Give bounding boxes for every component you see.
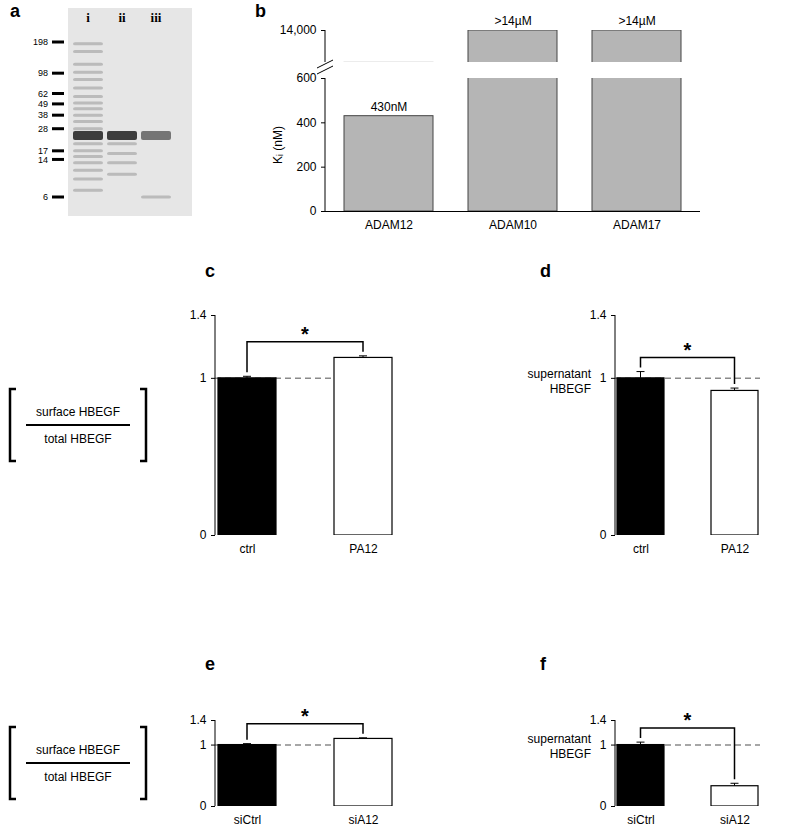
svg-text:siCtrl: siCtrl xyxy=(234,813,261,827)
svg-text:HBEGF: HBEGF xyxy=(550,382,591,396)
svg-text:ii: ii xyxy=(118,10,126,25)
svg-text:17: 17 xyxy=(38,146,48,156)
svg-text:PA12: PA12 xyxy=(349,542,378,556)
svg-text:1.4: 1.4 xyxy=(590,713,607,727)
svg-text:iii: iii xyxy=(151,10,162,25)
svg-text:6: 6 xyxy=(43,192,48,202)
svg-text:*: * xyxy=(684,709,692,731)
svg-text:i: i xyxy=(86,10,90,25)
svg-text:0: 0 xyxy=(200,528,207,542)
svg-text:siCtrl: siCtrl xyxy=(627,813,654,827)
html-text:b: b xyxy=(255,1,266,21)
html-text:a: a xyxy=(10,1,20,21)
svg-text:0: 0 xyxy=(310,204,317,218)
html-text:f: f xyxy=(540,654,546,674)
svg-text:ctrl: ctrl xyxy=(240,542,256,556)
svg-text:49: 49 xyxy=(38,99,48,109)
svg-text:surface HBEGF: surface HBEGF xyxy=(36,743,120,757)
svg-text:*: * xyxy=(301,705,309,727)
svg-text:>14µM: >14µM xyxy=(494,14,531,28)
svg-text:Kᵢ (nM): Kᵢ (nM) xyxy=(271,126,285,164)
svg-text:*: * xyxy=(301,323,309,345)
svg-text:1: 1 xyxy=(600,371,607,385)
svg-text:600: 600 xyxy=(296,71,316,85)
html-text:e: e xyxy=(205,654,215,674)
svg-text:siA12: siA12 xyxy=(720,813,750,827)
svg-text:28: 28 xyxy=(38,124,48,134)
svg-text:surface HBEGF: surface HBEGF xyxy=(36,405,120,419)
svg-text:1: 1 xyxy=(600,738,607,752)
svg-text:1: 1 xyxy=(200,371,207,385)
svg-text:0: 0 xyxy=(600,528,607,542)
svg-text:14: 14 xyxy=(38,155,48,165)
svg-text:ADAM12: ADAM12 xyxy=(365,218,413,232)
svg-text:HBEGF: HBEGF xyxy=(550,747,591,761)
svg-text:ctrl: ctrl xyxy=(633,542,649,556)
svg-text:1.4: 1.4 xyxy=(190,713,207,727)
svg-text:*: * xyxy=(684,339,692,361)
svg-text:1.4: 1.4 xyxy=(590,308,607,322)
svg-text:14,000: 14,000 xyxy=(280,23,317,37)
svg-text:62: 62 xyxy=(38,89,48,99)
svg-text:siA12: siA12 xyxy=(348,813,378,827)
html-text:d: d xyxy=(540,261,551,281)
svg-text:total HBEGF: total HBEGF xyxy=(44,432,111,446)
svg-text:38: 38 xyxy=(38,110,48,120)
svg-text:supernatant: supernatant xyxy=(528,732,592,746)
svg-text:supernatant: supernatant xyxy=(528,367,592,381)
svg-text:>14µM: >14µM xyxy=(618,14,655,28)
svg-text:PA12: PA12 xyxy=(721,542,750,556)
svg-text:430nM: 430nM xyxy=(371,100,408,114)
svg-text:0: 0 xyxy=(600,799,607,813)
html-text:c: c xyxy=(205,261,215,281)
svg-text:total HBEGF: total HBEGF xyxy=(44,770,111,784)
svg-text:200: 200 xyxy=(296,160,316,174)
svg-text:198: 198 xyxy=(33,37,48,47)
svg-text:400: 400 xyxy=(296,116,316,130)
svg-text:1: 1 xyxy=(200,738,207,752)
svg-text:1.4: 1.4 xyxy=(190,308,207,322)
svg-text:ADAM17: ADAM17 xyxy=(613,218,661,232)
svg-text:98: 98 xyxy=(38,68,48,78)
svg-text:0: 0 xyxy=(200,799,207,813)
svg-text:ADAM10: ADAM10 xyxy=(489,218,537,232)
